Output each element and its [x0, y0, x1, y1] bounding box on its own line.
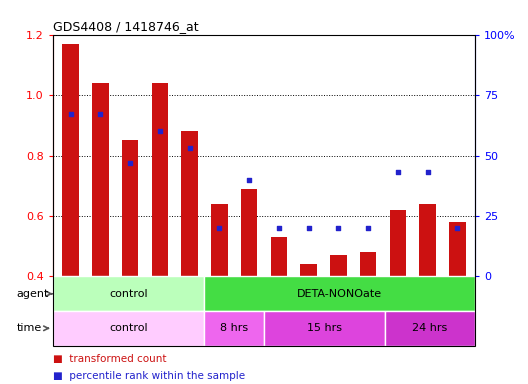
Point — [453, 225, 461, 231]
Bar — [62, 44, 79, 276]
Text: time: time — [16, 323, 49, 333]
Point — [245, 177, 253, 183]
Text: control: control — [109, 289, 147, 299]
Bar — [264, 311, 385, 346]
Text: agent: agent — [16, 289, 52, 299]
Bar — [53, 276, 204, 311]
Bar — [241, 189, 257, 276]
Bar — [204, 311, 264, 346]
Text: DETA-NONOate: DETA-NONOate — [297, 289, 382, 299]
Bar — [330, 255, 346, 276]
Point — [275, 225, 283, 231]
Point — [423, 169, 432, 175]
Text: ■  transformed count: ■ transformed count — [53, 354, 166, 364]
Bar — [385, 311, 475, 346]
Bar — [152, 83, 168, 276]
Point — [126, 160, 134, 166]
Bar — [300, 264, 317, 276]
Point — [215, 225, 223, 231]
Bar — [211, 204, 228, 276]
Bar — [53, 311, 204, 346]
Point — [305, 225, 313, 231]
Bar — [122, 141, 138, 276]
Point — [96, 111, 105, 118]
Point — [67, 111, 75, 118]
Text: 8 hrs: 8 hrs — [220, 323, 248, 333]
Bar — [182, 131, 198, 276]
Text: GDS4408 / 1418746_at: GDS4408 / 1418746_at — [53, 20, 199, 33]
Text: 15 hrs: 15 hrs — [307, 323, 342, 333]
Text: 24 hrs: 24 hrs — [412, 323, 448, 333]
Bar — [204, 276, 475, 311]
Bar — [390, 210, 406, 276]
Bar — [271, 237, 287, 276]
Point — [334, 225, 343, 231]
Point — [394, 169, 402, 175]
Point — [185, 145, 194, 151]
Text: ■  percentile rank within the sample: ■ percentile rank within the sample — [53, 371, 245, 381]
Bar — [449, 222, 466, 276]
Bar — [92, 83, 109, 276]
Point — [364, 225, 372, 231]
Bar — [360, 252, 376, 276]
Text: control: control — [109, 323, 147, 333]
Point — [156, 128, 164, 134]
Bar — [419, 204, 436, 276]
